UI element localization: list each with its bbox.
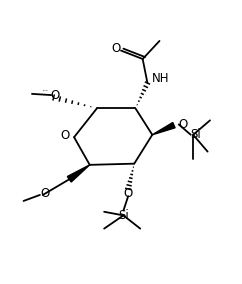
Text: O: O: [178, 118, 188, 131]
Text: Methoxy: Methoxy: [43, 90, 49, 91]
Text: O: O: [124, 187, 133, 200]
Text: O: O: [111, 42, 120, 55]
Text: O: O: [40, 187, 49, 200]
Text: O: O: [60, 130, 69, 143]
Text: NH: NH: [152, 72, 169, 85]
Text: O: O: [50, 89, 60, 102]
Text: Si: Si: [191, 128, 201, 141]
Polygon shape: [67, 165, 90, 182]
Polygon shape: [152, 122, 175, 135]
Text: Si: Si: [118, 209, 129, 222]
